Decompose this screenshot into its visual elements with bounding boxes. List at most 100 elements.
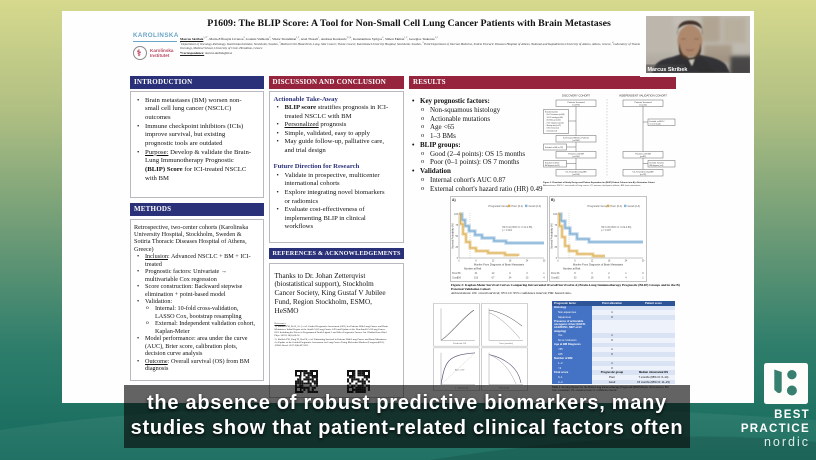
svg-text:- Declined (n=7): - Declined (n=7) bbox=[546, 130, 558, 132]
svg-text:- SCLC histology (n=84): - SCLC histology (n=84) bbox=[546, 116, 564, 119]
svg-text:31: 31 bbox=[475, 272, 478, 275]
svg-text:AUC 0.87: AUC 0.87 bbox=[455, 369, 465, 372]
svg-text:0: 0 bbox=[642, 272, 644, 275]
svg-text:Poor: Poor bbox=[452, 272, 457, 275]
svg-text:0: 0 bbox=[458, 260, 460, 262]
svg-text:6: 6 bbox=[574, 260, 576, 262]
svg-text:Months From Diagnosis of Brain: Months From Diagnosis of Brain Metastasi… bbox=[573, 262, 624, 266]
svg-text:25: 25 bbox=[554, 247, 557, 249]
svg-text:Poor (0-1): Poor (0-1) bbox=[611, 204, 623, 208]
svg-text:p < 0.001: p < 0.001 bbox=[502, 229, 513, 232]
svg-text:52: 52 bbox=[557, 276, 560, 279]
svg-text:24: 24 bbox=[526, 260, 529, 262]
svg-text:ICI-Treated During BM: ICI-Treated During BM bbox=[633, 170, 654, 173]
svg-text:Excluded (n=414):: Excluded (n=414): bbox=[545, 112, 559, 114]
svg-text:34: 34 bbox=[509, 276, 512, 279]
svg-text:(n=580): (n=580) bbox=[572, 140, 580, 142]
svg-text:88: 88 bbox=[458, 272, 461, 275]
svg-text:Good (2-4): Good (2-4) bbox=[529, 204, 542, 208]
svg-text:Excluded: no NSCLC: Excluded: no NSCLC bbox=[650, 121, 666, 123]
svg-text:8: 8 bbox=[608, 276, 610, 279]
svg-text:(n=994): (n=994) bbox=[572, 104, 580, 106]
svg-text:4: 4 bbox=[543, 276, 545, 279]
svg-text:Poor: Poor bbox=[551, 272, 556, 275]
svg-text:100: 100 bbox=[454, 214, 459, 216]
svg-text:30: 30 bbox=[543, 260, 546, 262]
svg-text:0: 0 bbox=[556, 258, 558, 260]
svg-text:INDEPENDENT VALIDATION COHORT: INDEPENDENT VALIDATION COHORT bbox=[619, 94, 667, 98]
svg-text:50: 50 bbox=[455, 236, 458, 238]
svg-text:ICI-Treated During BM: ICI-Treated During BM bbox=[566, 170, 587, 173]
svg-text:B): B) bbox=[551, 198, 555, 202]
svg-text:Patients Screened: Patients Screened bbox=[568, 101, 586, 104]
svg-text:206: 206 bbox=[457, 276, 462, 279]
svg-text:(n=310): (n=310) bbox=[572, 156, 580, 158]
svg-text:Figure 1: Flowchart of Study D: Figure 1: Flowchart of Study Design and … bbox=[543, 181, 655, 184]
svg-text:Survival Probability (%): Survival Probability (%) bbox=[550, 222, 553, 248]
svg-text:12: 12 bbox=[591, 260, 594, 262]
svg-text:16: 16 bbox=[591, 276, 594, 279]
svg-text:A): A) bbox=[452, 198, 456, 202]
svg-text:12: 12 bbox=[492, 260, 495, 262]
svg-text:Good: Good bbox=[452, 276, 459, 279]
svg-text:75: 75 bbox=[554, 225, 557, 227]
svg-text:6: 6 bbox=[475, 260, 477, 262]
svg-text:3: 3 bbox=[526, 272, 528, 275]
svg-text:BM diagnosis (n=16): BM diagnosis (n=16) bbox=[545, 165, 560, 167]
svg-text:- No ICI treatment (n=208): - No ICI treatment (n=208) bbox=[546, 113, 565, 116]
svg-text:Patients with BM: Patients with BM bbox=[568, 152, 584, 155]
svg-text:Time (months): Time (months) bbox=[499, 342, 513, 345]
svg-text:Poor (0-1): Poor (0-1) bbox=[512, 204, 524, 208]
svg-text:1: 1 bbox=[543, 272, 545, 275]
svg-text:24: 24 bbox=[625, 260, 628, 262]
svg-text:Excluded: ICI before: Excluded: ICI before bbox=[545, 163, 560, 165]
svg-text:p = 0.007: p = 0.007 bbox=[601, 229, 612, 232]
svg-text:- Other trial (n=10): - Other trial (n=10) bbox=[546, 127, 560, 130]
svg-text:(n=82): (n=82) bbox=[640, 156, 646, 158]
svg-text:Months From Diagnosis of Brain: Months From Diagnosis of Brain Metastasi… bbox=[474, 262, 525, 266]
svg-text:- No follow-up (n=52): - No follow-up (n=52) bbox=[546, 120, 561, 122]
svg-text:6: 6 bbox=[509, 272, 511, 275]
svg-text:BM diagnosis (n=4): BM diagnosis (n=4) bbox=[650, 165, 664, 167]
svg-text:100: 100 bbox=[553, 214, 558, 216]
svg-text:30: 30 bbox=[574, 276, 577, 279]
svg-text:118: 118 bbox=[474, 276, 479, 279]
svg-text:0: 0 bbox=[457, 258, 459, 260]
svg-text:Patients Screened: Patients Screened bbox=[635, 101, 653, 104]
svg-text:8: 8 bbox=[574, 272, 576, 275]
svg-text:Patients with BM: Patients with BM bbox=[635, 152, 651, 155]
svg-text:Predicted OS: Predicted OS bbox=[453, 342, 467, 345]
svg-text:Good: Good bbox=[551, 276, 558, 279]
svg-text:Excluded: no BM (n=270): Excluded: no BM (n=270) bbox=[545, 147, 563, 149]
svg-text:(n=126): (n=126) bbox=[639, 104, 647, 106]
svg-text:0: 0 bbox=[557, 260, 559, 262]
svg-text:- Missing data (n=22): - Missing data (n=22) bbox=[546, 124, 561, 127]
svg-text:25: 25 bbox=[455, 247, 458, 249]
svg-text:DISCOVERY COHORT: DISCOVERY COHORT bbox=[562, 94, 590, 98]
svg-text:26: 26 bbox=[557, 272, 560, 275]
svg-text:Marcus Skribek: Marcus Skribek bbox=[648, 67, 688, 73]
svg-text:15: 15 bbox=[526, 276, 529, 279]
svg-text:(n=294): (n=294) bbox=[572, 174, 580, 176]
svg-text:Number at Risk: Number at Risk bbox=[563, 267, 581, 270]
svg-text:Prognostic Group:: Prognostic Group: bbox=[588, 204, 609, 208]
svg-text:3: 3 bbox=[591, 272, 593, 275]
svg-text:1: 1 bbox=[642, 276, 644, 279]
svg-text:(n=78): (n=78) bbox=[640, 174, 646, 176]
svg-text:Excluded: ICI before: Excluded: ICI before bbox=[650, 163, 665, 165]
svg-text:HR 0.49 (95% CI: 0.29-0.83): HR 0.49 (95% CI: 0.29-0.83) bbox=[601, 226, 632, 229]
svg-text:Survival Probability (%): Survival Probability (%) bbox=[451, 222, 454, 248]
svg-text:1: 1 bbox=[625, 272, 627, 275]
svg-text:18: 18 bbox=[509, 260, 512, 262]
svg-text:18: 18 bbox=[608, 260, 611, 262]
svg-text:- Prior malignancy (n=31): - Prior malignancy (n=31) bbox=[546, 122, 564, 124]
svg-text:or no ICI (n=44): or no ICI (n=44) bbox=[650, 123, 662, 125]
svg-text:75: 75 bbox=[455, 225, 458, 227]
svg-text:ICI-Treated NSCLC Patients: ICI-Treated NSCLC Patients bbox=[563, 136, 589, 139]
svg-text:67: 67 bbox=[492, 276, 495, 279]
svg-text:Good (2-4): Good (2-4) bbox=[628, 204, 641, 208]
svg-text:Abbreviations: NSCLC: non-smal: Abbreviations: NSCLC: non-small cell lun… bbox=[543, 184, 641, 187]
svg-text:Prognostic Group:: Prognostic Group: bbox=[489, 204, 510, 208]
svg-text:HR 0.42 (95% CI: 0.31-0.58): HR 0.42 (95% CI: 0.31-0.58) bbox=[502, 226, 533, 229]
svg-text:50: 50 bbox=[554, 236, 557, 238]
